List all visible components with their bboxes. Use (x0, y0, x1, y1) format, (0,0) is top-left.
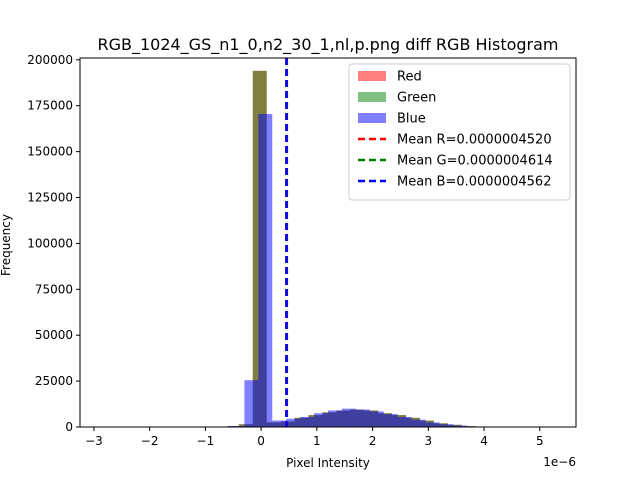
legend: Red Green Blue Mean R=0.0000004520 Mean G=0.… (348, 63, 571, 201)
legend-label-2: Blue (397, 112, 426, 127)
y-tick-label-6: 150000 (27, 145, 73, 159)
y-tick-label-1: 25000 (35, 374, 73, 388)
chart-title: RGB_1024_GS_n1_0,n2_30_1,nl,p.png diff R… (97, 35, 558, 55)
bar-blue-3 (272, 420, 287, 427)
y-axis-ticks: 0 25000 50000 75000 100000 125000 150000 175000… (27, 53, 80, 434)
bar-blue-7 (328, 410, 342, 427)
legend-label-0: Red (397, 70, 422, 85)
bar-blue-5 (300, 416, 315, 427)
bar-blue-2 (258, 113, 273, 427)
bar-blue-11 (383, 414, 398, 427)
plot-frame (79, 57, 577, 428)
legend-label-4: Mean G=0.0000004614 (397, 154, 553, 169)
x-tick-label-0: −3 (85, 434, 103, 448)
bar-blue-10 (369, 411, 384, 427)
x-axis-ticks: −3 −2 −1 0 1 2 3 4 5 (85, 427, 544, 448)
bar-blue-16 (453, 425, 468, 427)
bar-blue-13 (411, 419, 426, 427)
x-tick-label-4: 1 (313, 434, 321, 448)
x-tick-label-8: 5 (536, 434, 544, 448)
y-axis-label: Frequency (0, 214, 13, 276)
bar-blue-8 (341, 408, 356, 427)
legend-label-3: Mean R=0.0000004520 (397, 133, 552, 148)
bar-blue-1 (244, 380, 259, 427)
bar-blue-6 (314, 413, 328, 427)
x-axis-offset-label: 1e−6 (543, 455, 576, 469)
legend-label-5: Mean B=0.0000004562 (397, 175, 551, 190)
y-tick-label-3: 75000 (35, 282, 73, 296)
x-tick-label-6: 3 (424, 434, 432, 448)
bar-blue-4 (286, 418, 301, 427)
x-tick-label-5: 2 (369, 434, 377, 448)
x-tick-label-7: 4 (480, 434, 488, 448)
legend-swatch-1 (358, 92, 386, 102)
x-tick-label-1: −2 (141, 434, 159, 448)
y-tick-label-0: 0 (65, 420, 73, 434)
legend-swatch-0 (358, 71, 386, 81)
bar-blue-12 (397, 416, 412, 427)
series-blue (227, 113, 482, 427)
x-axis-label: Pixel Intensity (286, 456, 370, 470)
bar-blue-14 (425, 422, 440, 427)
legend-label-1: Green (397, 91, 436, 106)
y-tick-label-2: 50000 (35, 328, 73, 342)
bar-blue-15 (439, 424, 454, 427)
x-tick-label-2: −1 (197, 434, 215, 448)
y-tick-label-8: 200000 (27, 53, 73, 67)
y-tick-label-4: 100000 (27, 236, 73, 250)
bar-blue-9 (355, 409, 370, 427)
legend-box (348, 63, 571, 201)
y-tick-label-5: 125000 (27, 191, 73, 205)
legend-swatch-2 (358, 113, 386, 123)
y-tick-label-7: 175000 (27, 99, 73, 113)
x-tick-label-3: 0 (257, 434, 265, 448)
